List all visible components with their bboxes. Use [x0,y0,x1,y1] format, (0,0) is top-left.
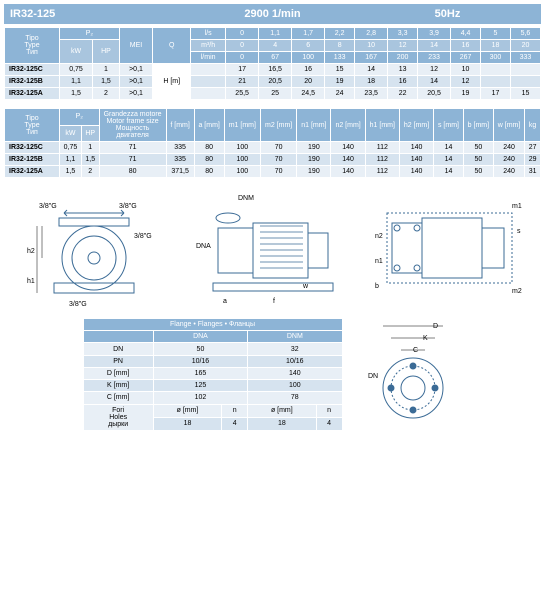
col-q: Q [153,28,191,64]
svg-text:3/8"G: 3/8"G [39,203,57,210]
diagram-front: 3/8"G 3/8"G 3/8"G 3/8"G h2 h1 [9,188,179,308]
flange-section: Flange • Flanges • Фланцы DNADNM DN5032P… [4,318,541,429]
svg-text:h2: h2 [27,248,35,255]
table-row: D [mm]165140 [83,367,342,379]
diagram-row: 3/8"G 3/8"G 3/8"G 3/8"G h2 h1 [4,188,541,308]
col-kw: kW [60,40,93,64]
col-p2: P₂ [60,28,120,40]
svg-text:w: w [302,283,309,290]
performance-table: Tipo Type Тип P₂ MEI Q l/s 01,11,72,22,8… [4,27,541,100]
table-row: PN10/1610/16 [83,355,342,367]
model-label: IR32-125 [10,8,185,20]
table-row: IR32-125A1,52>0,125,52524,52423,52220,51… [5,88,541,100]
table-row: C [mm]10278 [83,392,342,404]
svg-text:m1: m1 [512,203,522,210]
rpm-label: 2900 1/min [185,8,360,20]
svg-text:D: D [433,323,438,330]
header-bar: IR32-125 2900 1/min 50Hz [4,4,541,24]
col-tipo: Tipo Type Тип [5,28,60,64]
svg-text:DNA: DNA [196,243,211,250]
table-row: DN5032 [83,343,342,355]
flange-title: Flange • Flanges • Фланцы [83,319,342,331]
svg-text:f: f [273,298,275,305]
col2-motor: Grandezza motore Motor frame size Мощнос… [99,109,166,142]
dimensions-table: Tipo Type Тип P₂ Grandezza motore Motor … [4,108,541,178]
col-lmin: l/min [191,52,226,64]
col-m3h: m³/h [191,40,226,52]
svg-text:s: s [517,228,521,235]
svg-text:3/8"G: 3/8"G [119,203,137,210]
table-row: IR32-125C0,75171335801007019014011214014… [5,142,541,154]
svg-text:h1: h1 [27,278,35,285]
svg-text:m2: m2 [512,288,522,295]
table-row: IR32-125B1,11,57133580100701901401121401… [5,154,541,166]
svg-text:DNM: DNM [238,195,254,202]
svg-text:DN: DN [368,373,378,380]
svg-text:C: C [413,347,418,354]
col2-tipo: Tipo Type Тип [5,109,60,142]
svg-text:a: a [223,298,227,305]
diagram-top: m1 m2 n2 n1 s b [367,188,537,308]
flange-table: Flange • Flanges • Фланцы DNADNM DN5032P… [83,318,343,431]
svg-text:3/8"G: 3/8"G [134,233,152,240]
svg-text:n2: n2 [375,233,383,240]
col-mei: MEI [119,28,152,64]
svg-text:n1: n1 [375,258,383,265]
table-row: IR32-125B1,11,5>0,12120,5201918161412 [5,76,541,88]
col-hp: HP [93,40,120,64]
svg-text:K: K [423,335,428,342]
svg-text:3/8"G: 3/8"G [69,301,87,308]
table-row: IR32-125A1,5280371,580100701901401121401… [5,166,541,178]
table-row: IR32-125C0,751>0,1H [m]1716,516151413121… [5,64,541,76]
flange-diagram: D K C DN [363,318,463,428]
col-ls: l/s [191,28,226,40]
svg-text:b: b [375,283,379,290]
diagram-side: DNM DNA a f w [188,188,358,308]
hz-label: 50Hz [360,8,535,20]
col2-p2: P₂ [60,109,100,126]
table-row: K [mm]125100 [83,380,342,392]
